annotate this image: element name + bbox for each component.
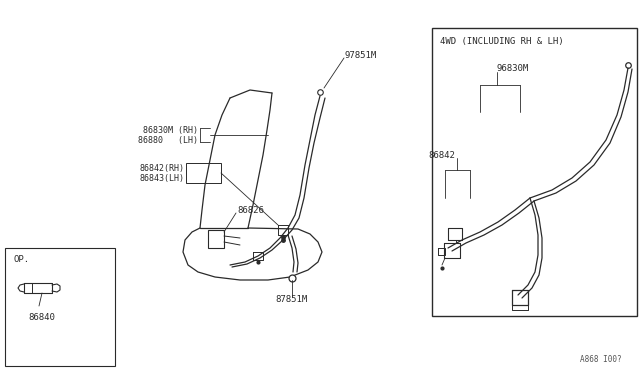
Bar bbox=[5, 248, 115, 366]
Text: 96830M: 96830M bbox=[497, 64, 529, 73]
Bar bbox=[186, 163, 221, 183]
Text: 86830M (RH): 86830M (RH) bbox=[143, 125, 198, 135]
Text: A868 I00?: A868 I00? bbox=[580, 356, 621, 365]
Text: 4WD (INCLUDING RH & LH): 4WD (INCLUDING RH & LH) bbox=[440, 36, 564, 45]
Text: 86826: 86826 bbox=[237, 205, 264, 215]
Text: 97851M: 97851M bbox=[345, 51, 377, 60]
Bar bbox=[208, 230, 224, 248]
Text: 87851M: 87851M bbox=[276, 295, 308, 305]
Bar bbox=[432, 28, 637, 316]
Text: 86842(RH): 86842(RH) bbox=[140, 164, 185, 173]
Text: 86840: 86840 bbox=[29, 314, 56, 323]
Text: 86842: 86842 bbox=[428, 151, 455, 160]
Text: OP.: OP. bbox=[13, 256, 29, 264]
Text: 86880   (LH): 86880 (LH) bbox=[138, 135, 198, 144]
Text: 86843(LH): 86843(LH) bbox=[140, 173, 185, 183]
